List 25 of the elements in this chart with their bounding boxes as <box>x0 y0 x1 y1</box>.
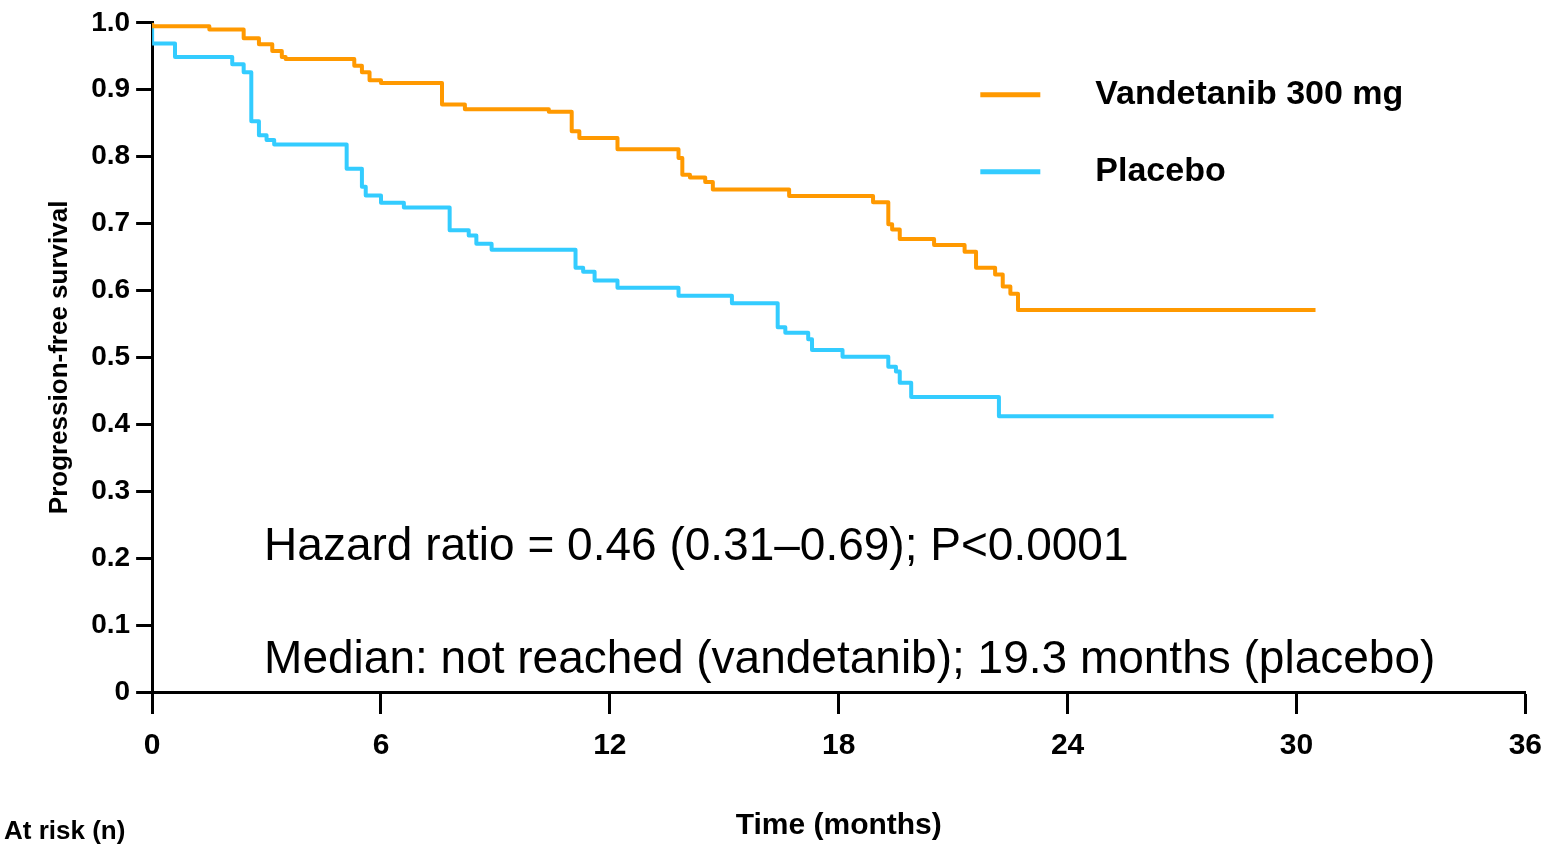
legend-label: Vandetanib 300 mg <box>1095 73 1404 112</box>
x-tick-label: 0 <box>143 727 161 761</box>
y-tick-label: 0.7 <box>91 206 131 238</box>
y-tick-label: 0 <box>114 674 131 706</box>
x-tick-label: 18 <box>822 727 856 761</box>
y-tick-label: 0.9 <box>91 72 131 104</box>
y-tick-label: 0.4 <box>91 407 131 439</box>
y-tick-label: 0.6 <box>91 273 131 305</box>
x-tick-label: 36 <box>1508 727 1542 761</box>
text: At risk (n) <box>4 815 126 846</box>
y-axis-title: Progression-free survival <box>42 200 73 515</box>
annotation: Hazard ratio = 0.46 (0.31–0.69); P<0.0001 <box>264 518 1129 571</box>
y-tick-label: 0.2 <box>91 540 131 572</box>
y-tick-label: 0.8 <box>91 139 131 171</box>
x-tick-label: 6 <box>372 727 390 761</box>
legend-label: Placebo <box>1095 150 1226 189</box>
x-tick-label: 12 <box>593 727 627 761</box>
x-tick-label: 24 <box>1050 727 1085 761</box>
y-tick-label: 0.5 <box>91 340 131 372</box>
y-tick-label: 0.1 <box>91 607 131 639</box>
y-tick-label: 0.3 <box>91 473 131 505</box>
annotation: Median: not reached (vandetanib); 19.3 months (placebo) <box>264 631 1436 684</box>
y-tick-label: 1.0 <box>91 5 131 37</box>
x-tick-label: 30 <box>1279 727 1314 761</box>
x-axis-title: Time (months) <box>735 807 942 841</box>
